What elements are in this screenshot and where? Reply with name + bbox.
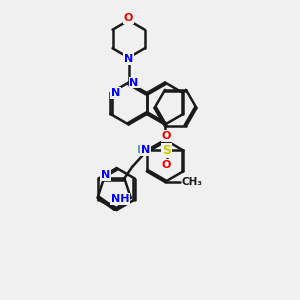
Text: N: N: [129, 77, 139, 88]
Text: CH₃: CH₃: [182, 177, 203, 187]
Text: N: N: [111, 88, 121, 98]
Text: N: N: [101, 170, 110, 180]
Text: N: N: [124, 54, 133, 64]
Text: NH: NH: [111, 194, 129, 204]
Text: O: O: [162, 160, 171, 170]
Text: S: S: [162, 144, 171, 157]
Text: O: O: [162, 131, 171, 141]
Text: H: H: [137, 146, 146, 155]
Text: O: O: [124, 13, 133, 23]
Text: N: N: [141, 146, 150, 155]
